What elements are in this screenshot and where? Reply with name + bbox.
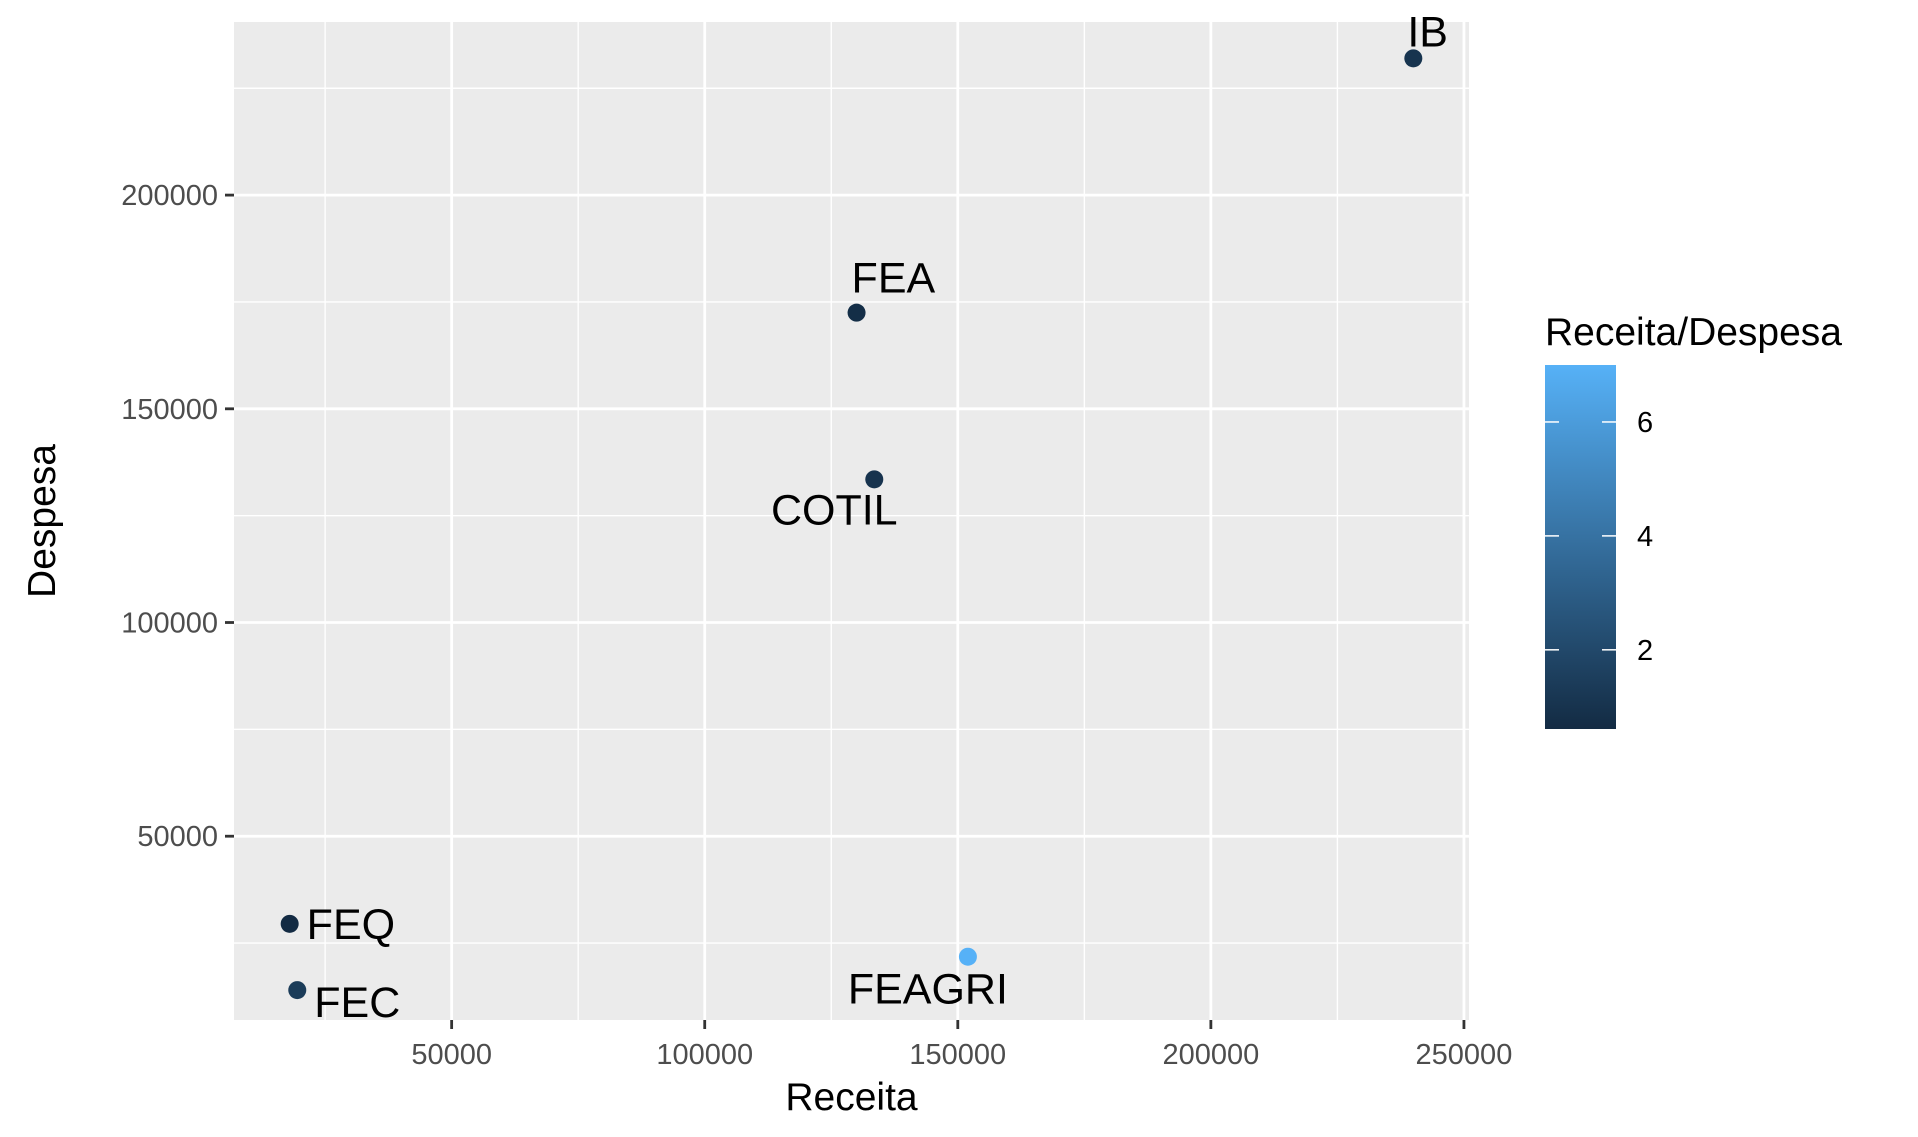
legend-title: Receita/Despesa xyxy=(1545,311,1842,354)
legend-tick-label: 2 xyxy=(1637,635,1653,667)
y-tick-label: 100000 xyxy=(121,608,218,640)
point-label: COTIL xyxy=(771,486,898,534)
x-tick-label: 100000 xyxy=(656,1039,753,1071)
y-tick-label: 200000 xyxy=(121,180,218,212)
x-axis-title: Receita xyxy=(785,1076,918,1119)
point-label: FEC xyxy=(314,979,400,1027)
point-label: FEQ xyxy=(307,901,395,949)
point-label: FEA xyxy=(852,255,936,303)
x-tick-label: 50000 xyxy=(411,1039,492,1071)
point-label: FEAGRI xyxy=(848,966,1008,1014)
legend-tick-label: 4 xyxy=(1637,521,1653,553)
y-tick-label: 150000 xyxy=(121,394,218,426)
axis-ticks xyxy=(225,193,1466,1029)
legend-tick-label: 6 xyxy=(1637,407,1653,439)
legend-colorbar xyxy=(1545,365,1616,729)
y-axis-title: Despesa xyxy=(21,444,64,598)
data-point xyxy=(288,981,307,1000)
plot-panel xyxy=(234,22,1469,1020)
data-point xyxy=(1404,49,1423,68)
data-point xyxy=(847,303,866,322)
data-points xyxy=(280,49,1423,1000)
minor-gridlines xyxy=(234,22,1469,1020)
point-label: IB xyxy=(1407,8,1448,56)
data-point xyxy=(958,947,977,966)
data-point xyxy=(280,914,299,933)
point-labels: IB FEA COTIL FEQ FEC FEAGRI xyxy=(307,8,1448,1027)
x-tick-label: 150000 xyxy=(909,1039,1006,1071)
legend-ticks: 2 4 6 xyxy=(1545,407,1653,667)
major-gridlines xyxy=(234,22,1469,1020)
y-tick-label: 50000 xyxy=(137,821,218,853)
x-tick-labels: 50000 100000 150000 200000 250000 xyxy=(411,1039,1512,1071)
x-tick-label: 250000 xyxy=(1416,1039,1513,1071)
y-tick-labels: 50000 100000 150000 200000 xyxy=(121,180,218,853)
data-point xyxy=(865,470,884,489)
x-tick-label: 200000 xyxy=(1162,1039,1259,1071)
